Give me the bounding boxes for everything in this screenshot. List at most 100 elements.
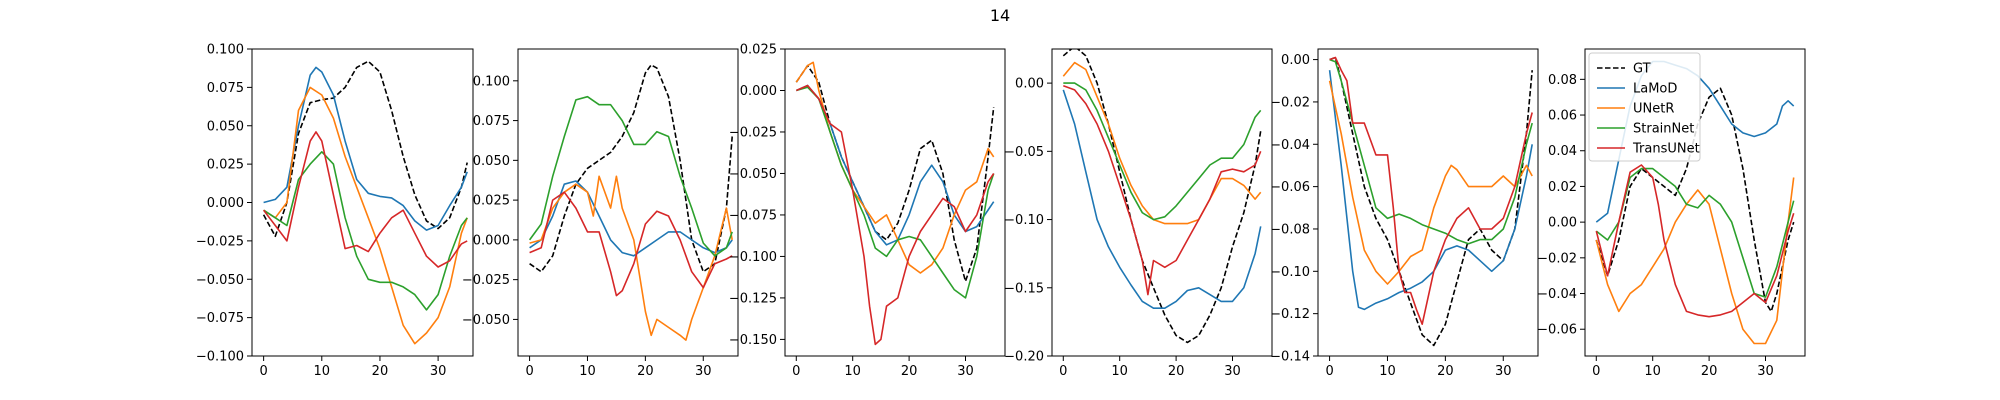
- y-tick-label: −0.06: [1270, 180, 1310, 195]
- series-line-lamod: [1328, 70, 1533, 311]
- y-tick-label: −0.025: [462, 273, 510, 288]
- axes-frame: [517, 48, 739, 357]
- y-tick-label: 0.02: [1548, 180, 1577, 195]
- x-tick-label: 30: [695, 364, 712, 379]
- plot-area: [1062, 49, 1262, 344]
- x-tick-label: 0: [259, 364, 267, 379]
- series-line-transunet: [529, 191, 733, 297]
- series-line-transunet: [1329, 56, 1533, 325]
- legend-label-transunet: TransUNet: [1632, 142, 1700, 157]
- series-line-strainnet: [263, 151, 468, 311]
- series-line-strainnet: [528, 95, 733, 257]
- y-tick-label: 0.025: [207, 158, 244, 173]
- legend-label-strainnet: StrainNet: [1633, 122, 1694, 137]
- y-tick-label: 0.04: [1548, 144, 1577, 159]
- series-line-lamod: [263, 66, 468, 231]
- axes-frame: [1317, 48, 1539, 357]
- series-line-unetr: [263, 86, 468, 345]
- series-line-transunet: [1063, 85, 1262, 296]
- series-line-gt: [529, 64, 733, 273]
- y-tick-label: −0.050: [729, 167, 777, 182]
- subplot-4: 0 10 20 30 0.00 −0.05 −0.10 −0.15 −0.20: [1004, 48, 1273, 379]
- x-tick-label: 20: [372, 364, 389, 379]
- y-tick-label: −0.04: [1270, 138, 1310, 153]
- series-line-unetr: [1062, 61, 1262, 225]
- x-tick-label: 0: [1592, 364, 1600, 379]
- x-tick-label: 30: [1495, 364, 1512, 379]
- y-tick-label: −0.150: [729, 333, 777, 348]
- y-tick-label: 0.025: [740, 43, 777, 58]
- y-tick-label: 0.075: [473, 114, 510, 129]
- y-tick-label: −0.05: [1004, 145, 1044, 160]
- y-tick-label: 0.050: [207, 119, 244, 134]
- x-tick-label: 10: [1111, 364, 1128, 379]
- legend-box: [1588, 52, 1701, 162]
- plot-area: [795, 61, 995, 346]
- y-tick-label: −0.20: [1004, 350, 1044, 365]
- y-tick-label: −0.14: [1270, 350, 1310, 365]
- y-tick-label: −0.04: [1537, 287, 1577, 302]
- series-line-gt: [795, 64, 995, 283]
- x-tick-label: 20: [1168, 364, 1185, 379]
- y-tick-label: 0.000: [740, 84, 777, 99]
- x-tick-label: 20: [1701, 364, 1718, 379]
- series-line-lamod: [1062, 89, 1262, 309]
- x-tick-label: 30: [957, 364, 974, 379]
- series-line-transunet: [262, 131, 468, 268]
- y-tick-label: 0.00: [1281, 53, 1310, 68]
- series-line-unetr: [795, 61, 995, 274]
- figure-title: 14: [990, 6, 1010, 25]
- y-tick-label: −0.100: [729, 250, 777, 265]
- y-tick-label: −0.10: [1270, 265, 1310, 280]
- x-tick-label: 10: [844, 364, 861, 379]
- x-tick-label: 0: [1059, 364, 1067, 379]
- subplot-2: 0 10 20 30 0.100 0.075 0.050 0.025 0.000 −0.025 −0…: [462, 48, 739, 379]
- x-tick-label: 0: [792, 364, 800, 379]
- series-line-transunet: [1595, 164, 1795, 318]
- series-line-transunet: [795, 84, 995, 346]
- axes-frame: [1051, 48, 1273, 357]
- axes-frame: [1584, 48, 1806, 357]
- y-tick-label: −0.06: [1537, 323, 1577, 338]
- y-tick-label: 0.00: [1548, 216, 1577, 231]
- y-tick-label: 0.100: [473, 74, 510, 89]
- legend-label-lamod: LaMoD: [1633, 82, 1677, 97]
- series-line-strainnet: [796, 86, 995, 299]
- series-line-unetr: [529, 175, 733, 341]
- y-tick-label: 0.075: [207, 81, 244, 96]
- y-tick-label: 0.025: [473, 194, 510, 209]
- series-line-gt: [1595, 87, 1795, 313]
- y-tick-label: 0.000: [473, 233, 510, 248]
- x-tick-label: 0: [525, 364, 533, 379]
- y-tick-label: −0.12: [1270, 307, 1310, 322]
- series-line-unetr: [1328, 80, 1533, 285]
- x-tick-label: 10: [579, 364, 596, 379]
- y-tick-label: 0.06: [1548, 109, 1577, 124]
- y-tick-label: 0.050: [473, 154, 510, 169]
- x-tick-label: 20: [901, 364, 918, 379]
- series-line-strainnet: [1063, 82, 1262, 221]
- series-line-gt: [262, 60, 468, 238]
- series-line-gt: [1062, 49, 1262, 344]
- series-line-lamod: [529, 180, 733, 257]
- x-tick-label: 10: [314, 364, 331, 379]
- y-tick-label: −0.025: [729, 125, 777, 140]
- y-tick-label: 0.000: [207, 196, 244, 211]
- y-tick-label: −0.050: [462, 313, 510, 328]
- subplot-5: 0 10 20 30 0.00 −0.02 −0.04 −0.06 −0.08 −0.10 −0.1…: [1270, 48, 1539, 379]
- axes-frame: [784, 48, 1006, 357]
- y-tick-label: −0.075: [729, 208, 777, 223]
- subplot-6: 0 10 20 30 0.08 0.06 0.04 0.02 0.00 −0.02 −0.04 −0.…: [1537, 48, 1806, 379]
- x-tick-label: 20: [637, 364, 654, 379]
- y-tick-label: −0.02: [1270, 95, 1310, 110]
- y-tick-label: −0.02: [1537, 251, 1577, 266]
- subplot-3: 0 10 20 30 0.025 0.000 −0.025 −0.050 −0.075 −0.10…: [729, 43, 1006, 379]
- plot-area: [528, 64, 733, 341]
- y-tick-label: 0.08: [1548, 73, 1577, 88]
- y-tick-label: 0.100: [207, 43, 244, 58]
- y-tick-label: 0.00: [1015, 77, 1044, 92]
- y-tick-label: −0.08: [1270, 222, 1310, 237]
- y-tick-label: −0.100: [196, 350, 244, 365]
- series-line-unetr: [1595, 177, 1795, 345]
